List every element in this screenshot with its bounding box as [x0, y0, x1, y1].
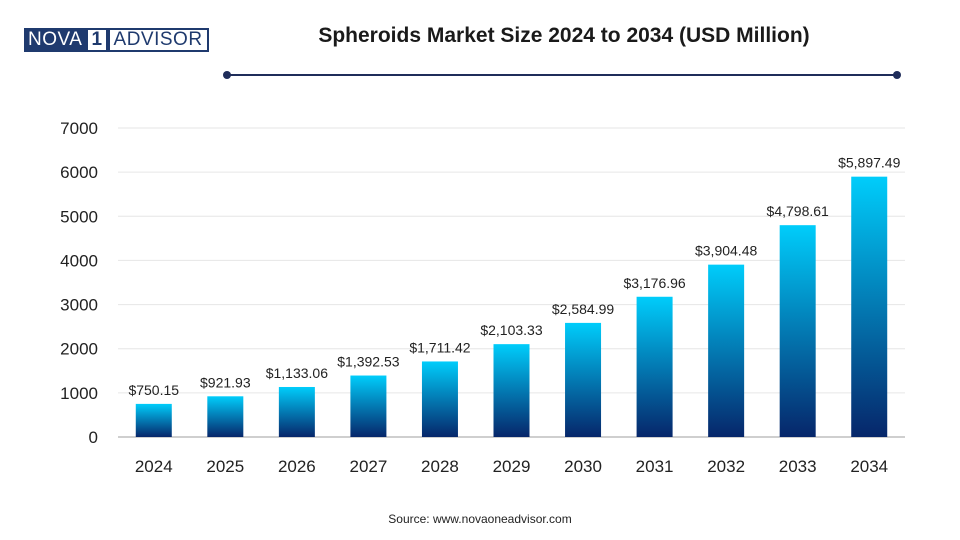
bar: [421, 361, 458, 437]
x-tick-label: 2025: [206, 457, 244, 476]
data-label: $4,798.61: [767, 203, 829, 219]
chart-title: Spheroids Market Size 2024 to 2034 (USD …: [318, 24, 810, 47]
data-label: $1,392.53: [337, 354, 399, 370]
x-tick-label: 2034: [850, 457, 888, 476]
y-tick-label: 4000: [60, 251, 98, 270]
y-tick-label: 5000: [60, 207, 98, 226]
bar-layer: [135, 176, 888, 437]
axis-layer: 0 1000 2000 3000 4000 5000 6000 7000 2024 2025 202…: [60, 119, 905, 476]
x-tick-label: 2030: [564, 457, 602, 476]
divider-dot-left: [223, 71, 231, 79]
brand-logo: NOVA 1 ADVISOR: [24, 28, 209, 52]
bar: [135, 403, 172, 437]
x-tick-label: 2024: [135, 457, 173, 476]
logo-text-mid: 1: [86, 28, 108, 52]
data-label: $2,584.99: [552, 301, 614, 317]
source-note: Source: www.novaoneadvisor.com: [388, 512, 572, 526]
x-tick-label: 2032: [707, 457, 745, 476]
bar: [350, 375, 387, 437]
y-tick-label: 7000: [60, 119, 98, 138]
x-tick-label: 2026: [278, 457, 316, 476]
x-tick-label: 2033: [779, 457, 817, 476]
logo-text-left: NOVA: [24, 28, 87, 52]
label-layer: $750.15 $921.93 $1,133.06 $1,392.53 $1,711.4…: [128, 155, 900, 398]
logo-text-right: ADVISOR: [107, 28, 209, 52]
data-label: $1,711.42: [409, 339, 470, 355]
x-tick-label: 2029: [493, 457, 531, 476]
y-tick-label: 0: [89, 428, 98, 447]
data-label: $1,133.06: [266, 365, 328, 381]
bar: [565, 322, 602, 437]
divider-dot-right: [893, 71, 901, 79]
data-label: $750.15: [128, 382, 179, 398]
bar: [207, 396, 244, 437]
bar: [779, 225, 816, 437]
title-divider: [223, 71, 901, 79]
bar: [851, 176, 888, 437]
bar: [278, 386, 315, 437]
data-label: $5,897.49: [838, 155, 900, 171]
data-label: $2,103.33: [480, 322, 542, 338]
y-tick-label: 3000: [60, 296, 98, 315]
data-label: $3,176.96: [623, 275, 685, 291]
data-label: $3,904.48: [695, 243, 757, 259]
x-tick-label: 2028: [421, 457, 459, 476]
y-tick-label: 6000: [60, 163, 98, 182]
x-tick-label: 2027: [349, 457, 387, 476]
y-tick-label: 1000: [60, 384, 98, 403]
y-tick-label: 2000: [60, 340, 98, 359]
data-label: $921.93: [200, 374, 251, 390]
x-tick-label: 2031: [636, 457, 674, 476]
bar: [493, 344, 530, 437]
bar: [636, 296, 673, 437]
bar: [708, 264, 745, 437]
